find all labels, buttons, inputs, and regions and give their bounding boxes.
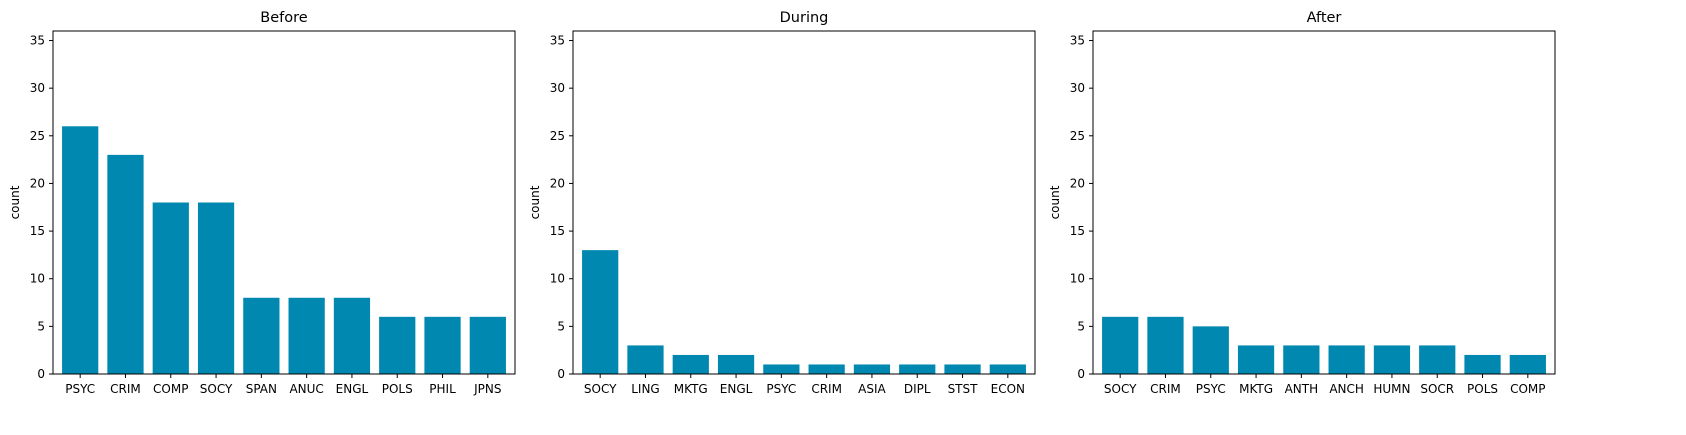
x-tick-label: JPNS [473,382,501,396]
chart-panel-1: 0 5 10 15 20 25 30 35 SOCY LING MKTG ENGL PSYC CRIM AS… [528,10,1036,396]
plot-frame [52,30,516,375]
bar-socy [582,250,619,374]
x-tick-label: COMP [153,382,188,396]
y-tick-label: 10 [1070,272,1085,286]
x-tick-label: ANCH [1329,382,1364,396]
x-tick-label: SPAN [246,382,277,396]
y-tick-label: 35 [1070,34,1085,48]
bar-mktg [1237,345,1275,374]
y-tick-label: 20 [550,176,565,190]
y-tick-label: 25 [550,129,565,143]
y-axis-label: count [8,185,22,219]
bar-mktg [672,354,709,374]
x-tick-label: PSYC [65,382,95,396]
chart-title: During [780,10,829,26]
y-tick-label: 15 [1070,224,1085,238]
bar-stst [944,364,981,374]
plot-frame [572,30,1036,375]
y-axis-label: count [528,185,542,219]
bar-psyc [62,126,99,374]
bar-anuc [288,297,325,374]
x-tick-label: MKTG [674,382,708,396]
bar-psyc [763,364,800,374]
bar-anch [1328,345,1365,374]
y-tick-label: 20 [30,176,45,190]
x-tick-label: POLS [1467,382,1498,396]
y-tick-label: 10 [30,272,45,286]
x-tick-label: CRIM [110,382,141,396]
y-tick-label: 15 [550,224,565,238]
x-tick-label: MKTG [1239,382,1273,396]
x-tick-label: COMP [1510,382,1545,396]
bar-pols [1464,354,1501,374]
x-tick-label: STST [948,382,979,396]
x-tick-label: ENGL [720,382,753,396]
x-tick-label: ENGL [336,382,369,396]
x-tick-label: CRIM [1150,382,1181,396]
x-tick-label: PSYC [766,382,796,396]
bar-econ [989,364,1026,374]
bar-crim [808,364,845,374]
bar-engl [717,354,755,374]
chart-panel-0: 0 5 10 15 20 25 30 35 PSYC CRIM COMP SOCY SPAN ANUC EN… [8,10,516,396]
y-tick-label: 25 [30,129,45,143]
y-tick-label: 10 [550,272,565,286]
x-tick-label: PSYC [1196,382,1226,396]
bar-phil [424,316,461,374]
bar-engl [333,297,371,374]
bar-socy [197,202,235,374]
bar-dipl [899,364,936,374]
x-tick-label: PHIL [429,382,456,396]
y-tick-label: 30 [1070,81,1085,95]
y-tick-label: 35 [30,34,45,48]
bar-ling [627,345,664,374]
bar-humn [1373,345,1411,374]
x-tick-label: POLS [382,382,413,396]
bar-comp [1509,354,1546,374]
y-tick-label: 5 [557,319,565,333]
x-tick-label: HUMN [1373,382,1410,396]
y-tick-label: 0 [557,367,565,381]
y-tick-label: 0 [37,367,45,381]
y-tick-label: 20 [1070,176,1085,190]
x-tick-label: SOCY [200,382,233,396]
chart-panel-2: 0 5 10 15 20 25 30 35 SOCY CRIM PSYC MKTG ANTH ANCH HU… [1048,10,1556,396]
x-tick-label: SOCY [584,382,617,396]
bar-crim [107,154,144,374]
y-axis-label: count [1048,185,1062,219]
x-tick-label: SOCR [1420,382,1454,396]
x-tick-label: CRIM [811,382,842,396]
bar-anth [1283,345,1320,374]
y-tick-label: 35 [550,34,565,48]
y-tick-label: 25 [1070,129,1085,143]
x-tick-label: LING [631,382,660,396]
bar-asia [853,364,891,374]
y-tick-label: 15 [30,224,45,238]
y-tick-label: 5 [1077,319,1085,333]
x-tick-label: ASIA [858,382,886,396]
bar-socy [1102,316,1139,374]
bar-pols [379,316,416,374]
x-tick-label: ANTH [1285,382,1319,396]
bar-jpns [469,316,506,374]
y-tick-label: 5 [37,319,45,333]
chart-title: After [1307,10,1342,26]
chart-title: Before [260,10,307,26]
y-tick-label: 30 [30,81,45,95]
bar-span [243,297,280,374]
bar-psyc [1192,326,1229,374]
x-tick-label: ECON [991,382,1025,396]
y-tick-label: 30 [550,81,565,95]
x-tick-label: ANUC [289,382,323,396]
x-tick-label: DIPL [904,382,931,396]
bar-comp [152,202,189,374]
plot-frame [1092,30,1556,375]
x-tick-label: SOCY [1104,382,1137,396]
bar-socr [1419,345,1456,374]
y-tick-label: 0 [1077,367,1085,381]
bar-crim [1147,316,1184,374]
